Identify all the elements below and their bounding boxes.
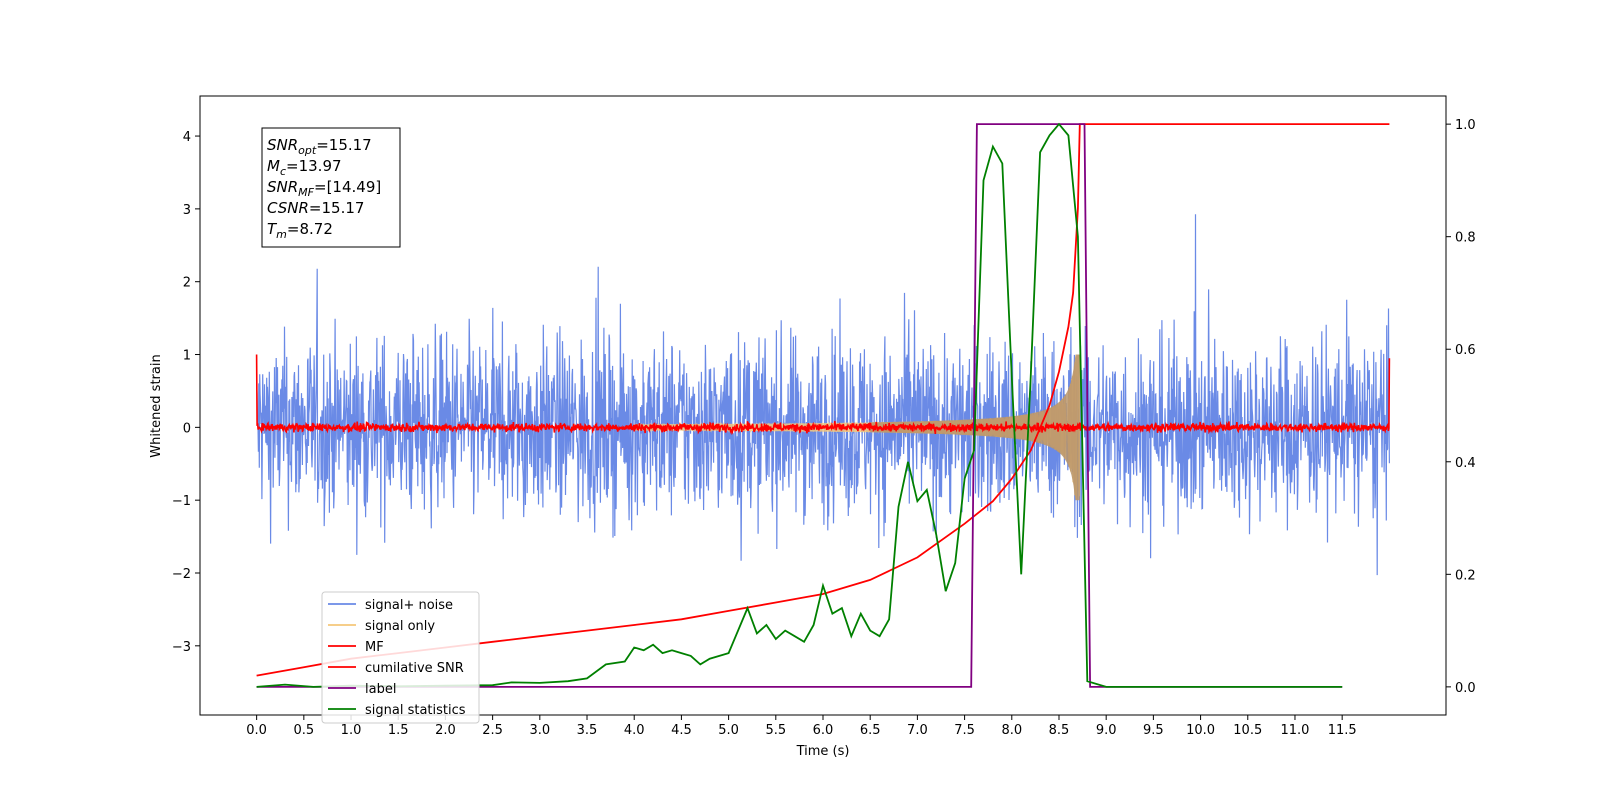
y-tick-label: −3 <box>172 640 191 655</box>
annotation-line: Mc=13.97 <box>267 157 342 178</box>
x-tick-label: 10.5 <box>1233 723 1262 738</box>
x-tick-label: 9.5 <box>1143 723 1164 738</box>
annotation-frame <box>261 127 401 248</box>
y-tick-label: 3 <box>183 203 191 218</box>
legend-label: signal+ noise <box>365 598 453 613</box>
x-tick-label: 6.0 <box>813 723 834 738</box>
y2-tick-label: 0.4 <box>1455 456 1476 471</box>
legend-frame <box>321 591 480 724</box>
x-tick-label: 11.0 <box>1280 723 1309 738</box>
series-signal-statistics <box>256 122 1343 688</box>
y-tick-label: 0 <box>183 421 191 436</box>
x-tick-label: 4.0 <box>624 723 645 738</box>
annotation-line: Tm=8.72 <box>267 220 333 241</box>
x-axis-label: Time (s) <box>796 744 850 759</box>
annotation-line: SNRMF=[14.49] <box>267 178 381 199</box>
x-tick-label: 11.5 <box>1328 723 1357 738</box>
y-tick-label: −2 <box>172 567 191 582</box>
x-tick-label: 2.0 <box>435 723 456 738</box>
y2-tick-label: 0.0 <box>1455 681 1476 696</box>
y-tick-label: 4 <box>183 130 191 145</box>
y-axis-ticks: −3 −2 −1 0 1 2 3 4 <box>172 130 200 655</box>
legend-label: signal statistics <box>365 703 466 718</box>
legend: signal+ noise signal only MF cumilative SNR… <box>321 591 480 724</box>
x-tick-label: 8.0 <box>1001 723 1022 738</box>
x-tick-label: 8.5 <box>1049 723 1070 738</box>
legend-label: MF <box>365 640 384 655</box>
x-tick-label: 4.5 <box>671 723 692 738</box>
y2-tick-label: 1.0 <box>1455 118 1476 133</box>
legend-label: label <box>365 682 396 697</box>
x-tick-label: 5.0 <box>718 723 739 738</box>
series-mf <box>255 354 1391 436</box>
x-tick-label: 1.5 <box>388 723 409 738</box>
y2-tick-label: 0.2 <box>1455 568 1476 583</box>
x-tick-label: 3.5 <box>577 723 598 738</box>
x-tick-label: 3.0 <box>529 723 550 738</box>
x-tick-label: 1.0 <box>341 723 362 738</box>
legend-label: signal only <box>365 619 435 634</box>
y-axis-label: Whitened strain <box>149 354 164 457</box>
y2-axis-ticks: 0.0 0.2 0.4 0.6 0.8 1.0 <box>1446 118 1476 696</box>
y-tick-label: 2 <box>183 276 191 291</box>
x-axis-ticks: 0.0 0.5 1.0 1.5 2.0 2.5 3.0 3.5 4.0 4.5 5.0 5.5 6.0 6… <box>246 715 1357 738</box>
y2-tick-label: 0.8 <box>1455 231 1476 246</box>
annotation-box: SNRopt=15.17Mc=13.97SNRMF=[14.49]CSNR=15… <box>261 127 401 248</box>
y2-tick-label: 0.6 <box>1455 343 1476 358</box>
x-tick-label: 10.0 <box>1186 723 1215 738</box>
x-tick-label: 6.5 <box>860 723 881 738</box>
x-tick-label: 5.5 <box>765 723 786 738</box>
y-tick-label: −1 <box>172 494 191 509</box>
legend-label: cumilative SNR <box>365 661 464 676</box>
plot-area <box>255 122 1391 688</box>
x-tick-label: 9.0 <box>1096 723 1117 738</box>
x-tick-label: 0.0 <box>246 723 267 738</box>
series-signal-noise <box>256 214 1391 576</box>
annotation-line: CSNR=15.17 <box>267 199 364 217</box>
annotation-line: SNRopt=15.17 <box>267 136 372 157</box>
x-tick-label: 7.0 <box>907 723 928 738</box>
x-tick-label: 7.5 <box>954 723 975 738</box>
y-tick-label: 1 <box>183 349 191 364</box>
x-tick-label: 2.5 <box>482 723 503 738</box>
x-tick-label: 0.5 <box>293 723 314 738</box>
